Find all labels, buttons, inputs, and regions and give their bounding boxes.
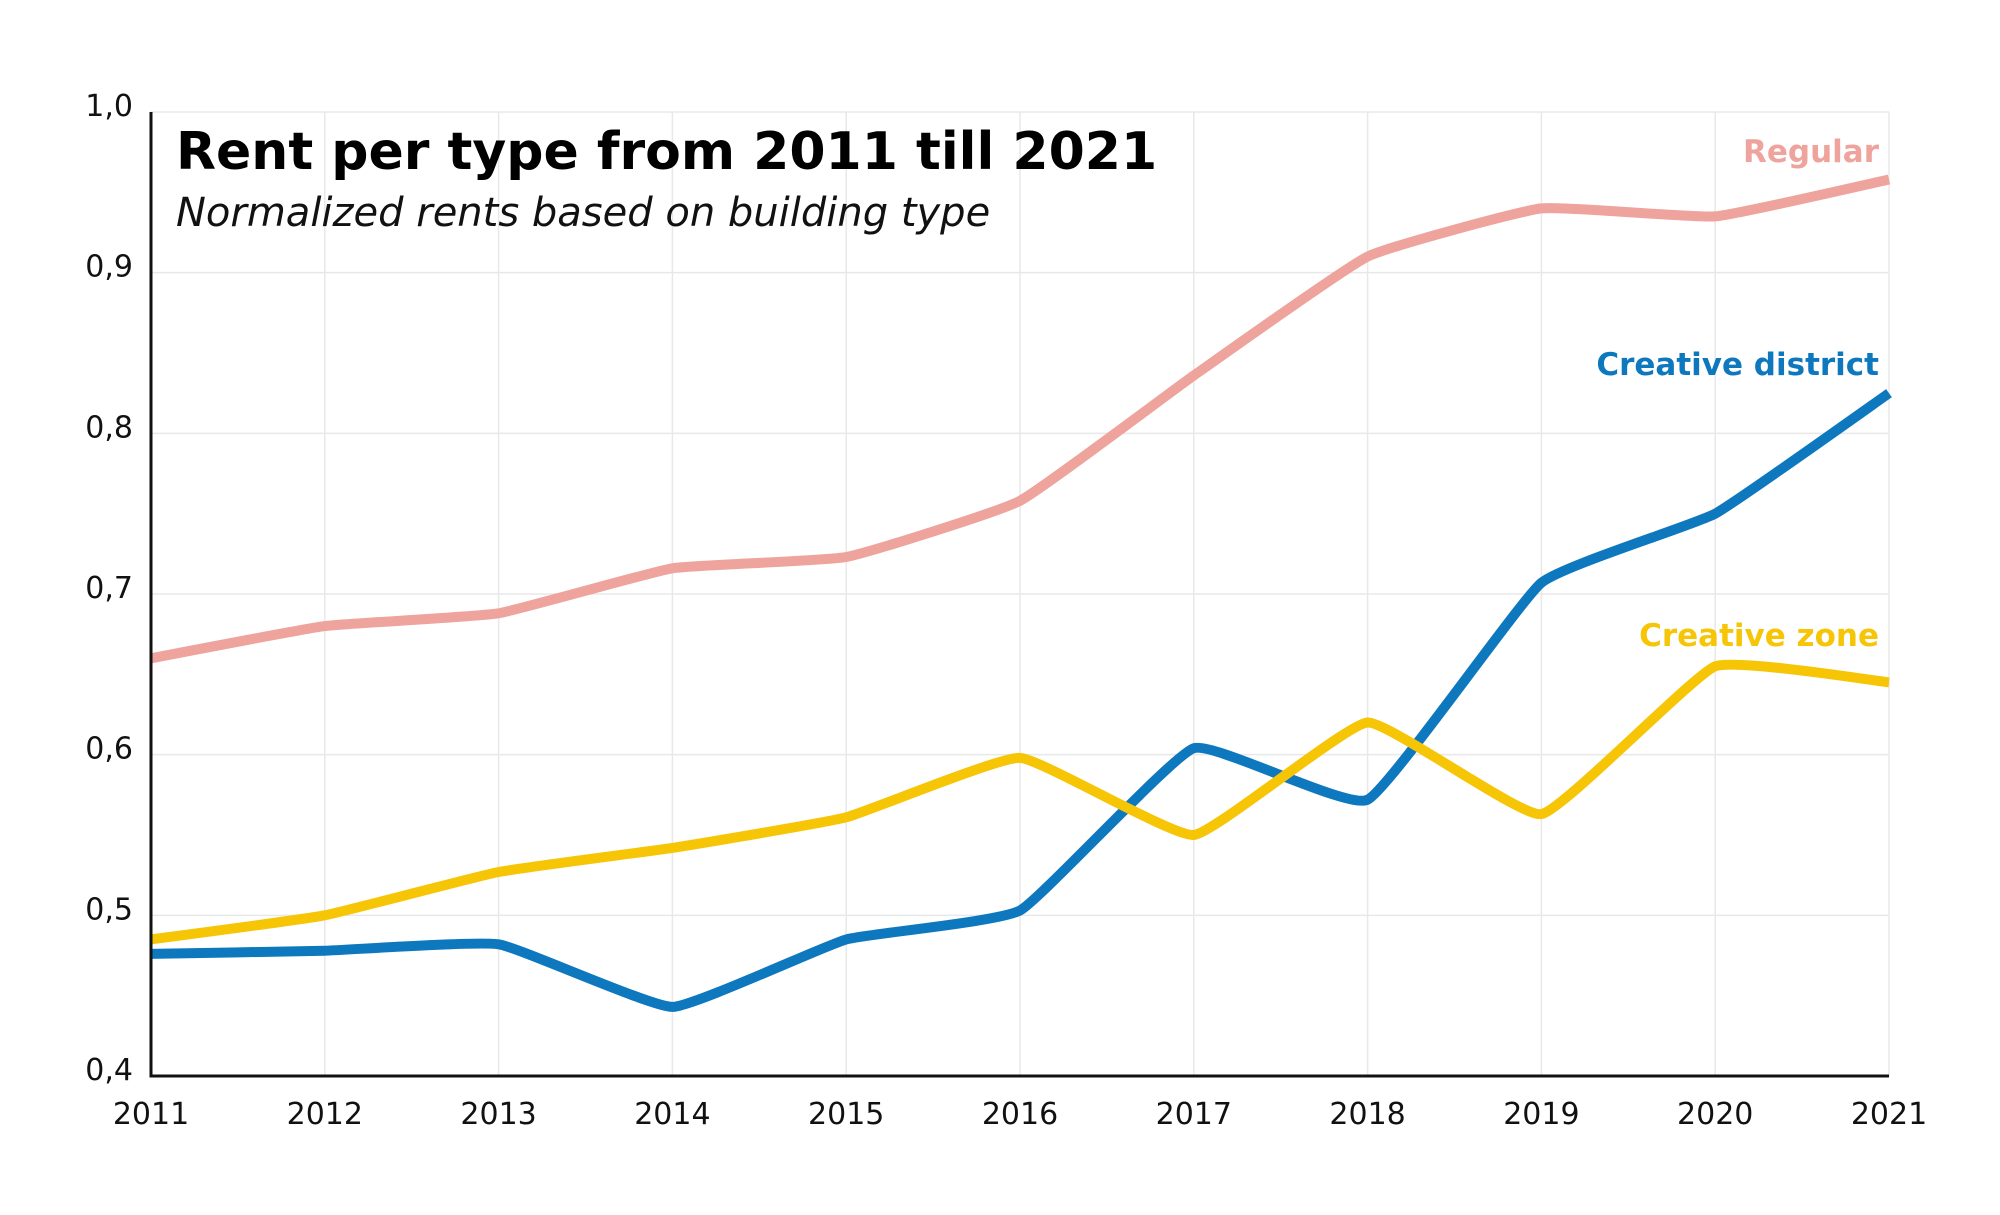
tick-labels: 0,4 0,5 0,6 0,7 0,8 0,9 1,0 2011 2012 2013 2014 201…: [85, 89, 1927, 1132]
grid: [151, 111, 1890, 1076]
x-tick-label: 2014: [634, 1097, 710, 1132]
x-tick-label: 2012: [287, 1097, 363, 1132]
chart-title: Rent per type from 2011 till 2021: [176, 122, 1157, 182]
x-tick-label: 2019: [1503, 1097, 1579, 1132]
x-tick-label: 2018: [1329, 1097, 1405, 1132]
series-label-creative-district: Creative district: [1596, 347, 1879, 383]
x-tick-label: 2016: [982, 1097, 1058, 1132]
y-tick-label: 0,6: [85, 732, 133, 767]
series-labels: Regular Creative district Creative zone: [1596, 134, 1879, 654]
x-tick-label: 2021: [1851, 1097, 1927, 1132]
x-tick-label: 2011: [113, 1097, 189, 1132]
x-tick-label: 2020: [1677, 1097, 1753, 1132]
chart-subtitle: Normalized rents based on building type: [176, 190, 990, 236]
axes: [149, 112, 1889, 1078]
series-lines: [150, 174, 1892, 1012]
x-tick-label: 2015: [808, 1097, 884, 1132]
x-tick-label: 2013: [460, 1097, 536, 1132]
y-tick-label: 0,9: [85, 250, 133, 285]
series-label-regular: Regular: [1743, 134, 1880, 170]
y-tick-label: 0,7: [85, 571, 133, 606]
series-line-regular: [150, 174, 1891, 664]
series-label-creative-zone: Creative zone: [1639, 618, 1879, 654]
y-tick-label: 0,5: [85, 892, 133, 927]
y-tick-label: 0,8: [85, 410, 133, 445]
y-tick-label: 0,4: [85, 1053, 133, 1088]
y-tick-label: 1,0: [85, 89, 133, 124]
x-tick-label: 2017: [1156, 1097, 1232, 1132]
series-line-creative-zone: [150, 659, 1890, 945]
series-line-creative-district: [150, 389, 1892, 1012]
